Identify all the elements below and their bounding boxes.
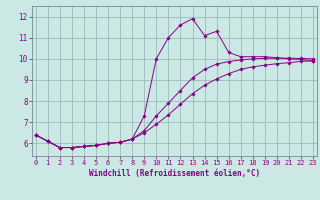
- X-axis label: Windchill (Refroidissement éolien,°C): Windchill (Refroidissement éolien,°C): [89, 169, 260, 178]
